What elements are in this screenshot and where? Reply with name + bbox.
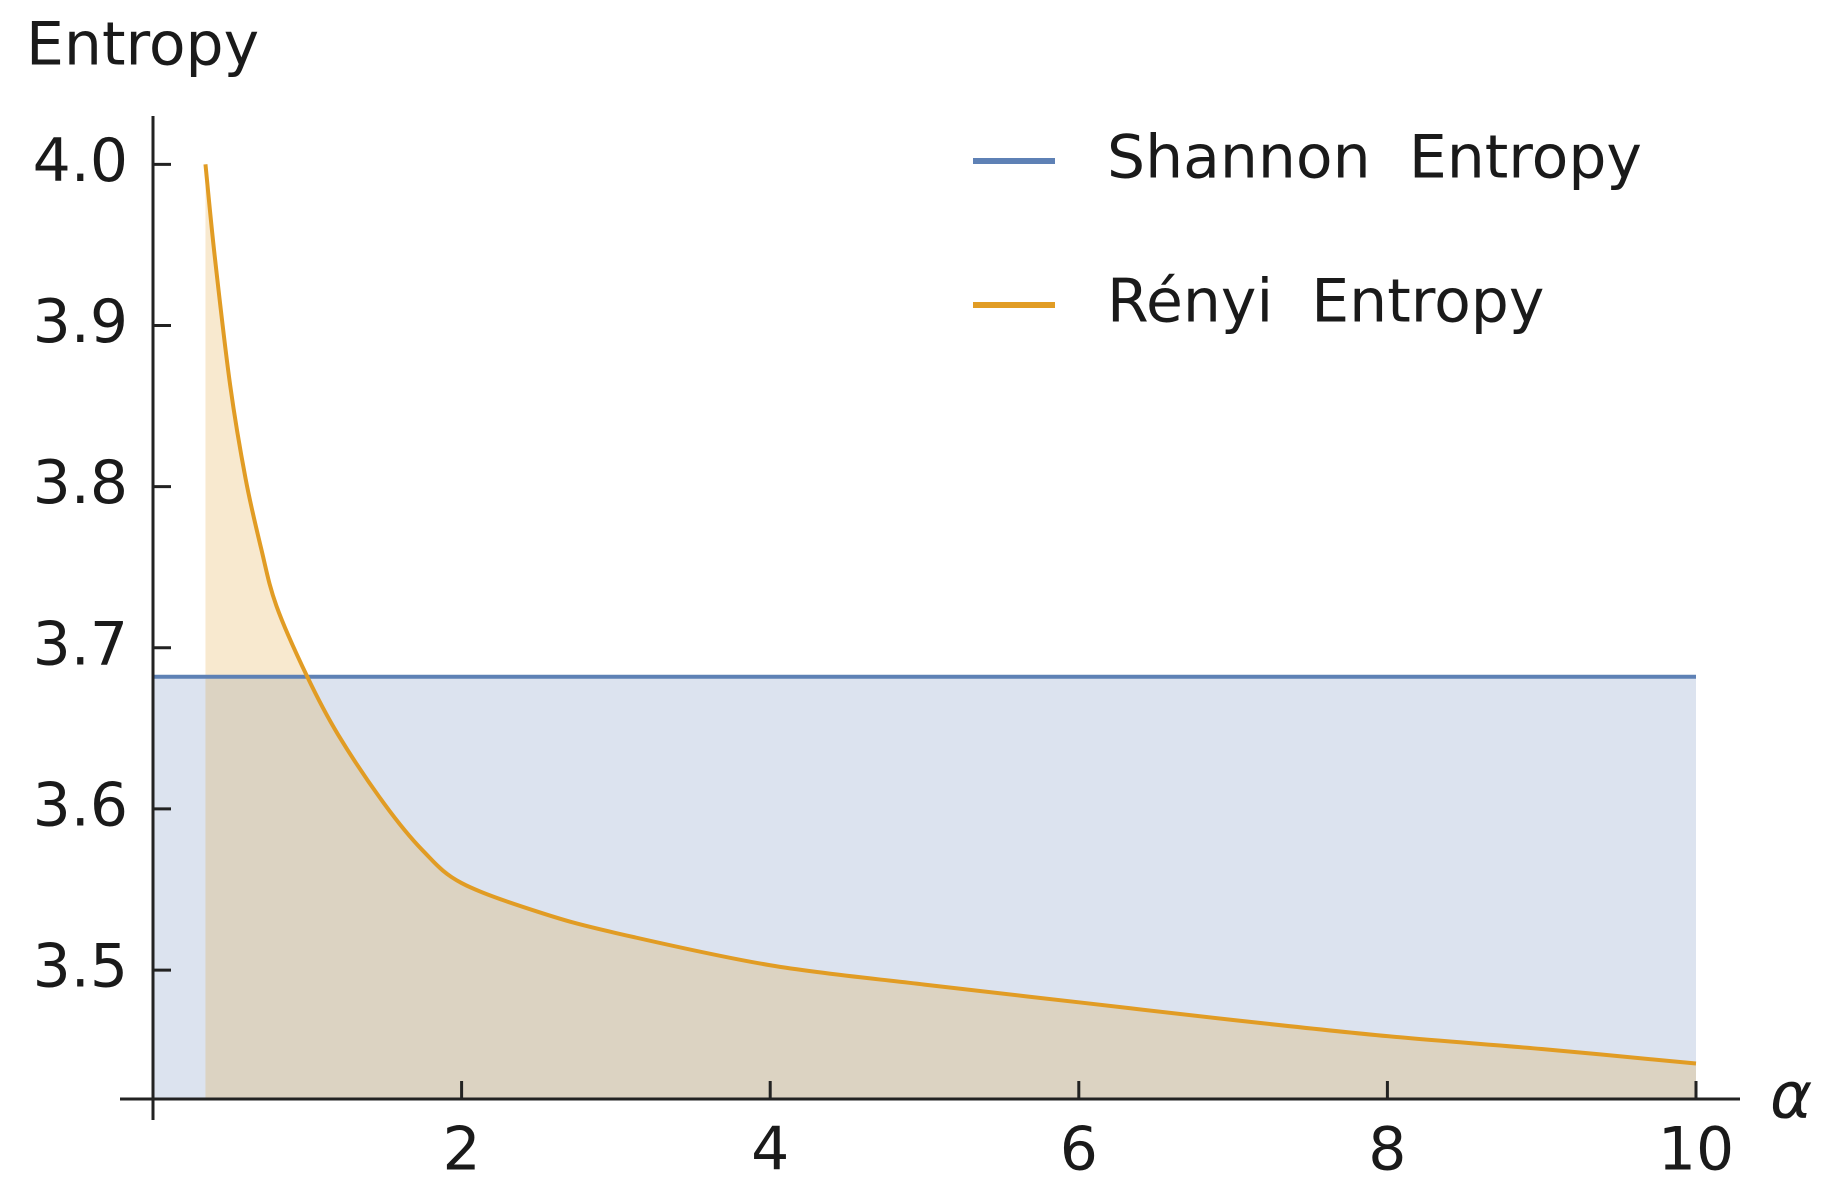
x-tick-label: 10	[1658, 1115, 1734, 1185]
x-tick-label: 8	[1368, 1115, 1406, 1185]
y-axis-label: Entropy	[26, 10, 259, 80]
y-tick-label: 3.6	[33, 771, 128, 841]
x-tick-label: 4	[751, 1115, 789, 1185]
area-fill	[153, 676, 1696, 1099]
y-tick-label: 3.9	[33, 287, 128, 357]
legend-label: Shannon Entropy	[1107, 123, 1642, 193]
x-tick-label: 6	[1060, 1115, 1098, 1185]
y-tick-label: 3.5	[33, 932, 128, 1002]
y-tick-label: 3.7	[33, 609, 128, 679]
x-axis-label: α	[1770, 1060, 1812, 1134]
legend-label: Rényi Entropy	[1107, 267, 1544, 337]
series-line	[203, 164, 1697, 1066]
y-tick-label: 3.8	[33, 448, 128, 518]
y-tick-label: 4.0	[33, 126, 128, 196]
x-tick-label: 2	[443, 1115, 481, 1185]
area-fill	[205, 164, 1696, 1100]
